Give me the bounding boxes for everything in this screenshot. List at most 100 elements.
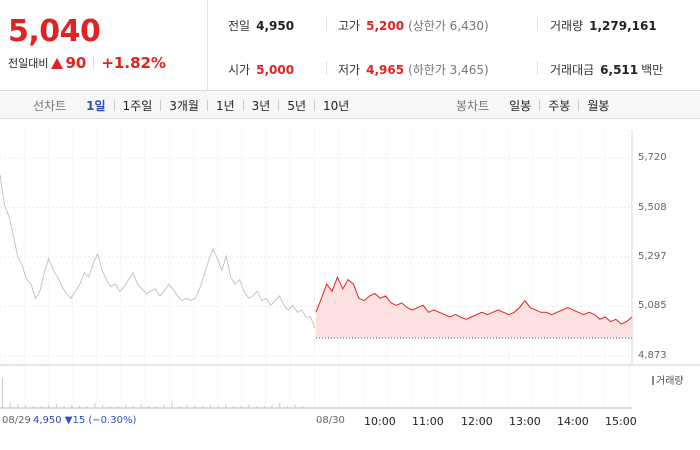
volume-bar (286, 406, 288, 408)
stat-value: 4,965 (366, 63, 405, 77)
upper-limit: (상한가 6,430) (408, 19, 489, 33)
tab-1y[interactable]: 1년 (215, 99, 235, 113)
divider (113, 100, 115, 111)
tab-1d[interactable]: 1일 (86, 99, 106, 113)
volume-bar (248, 405, 250, 408)
x-date-today: 08/30 (316, 415, 345, 426)
stat-label: 시가 (228, 63, 251, 77)
tab-daily[interactable]: 일봉 (509, 99, 532, 113)
volume-bar (156, 406, 157, 408)
x-date-prev: 08/29 (2, 415, 31, 426)
divider (206, 100, 208, 111)
stat-label: 저가 (338, 63, 361, 77)
volume-bar (86, 406, 88, 408)
stat-value: 5,200 (366, 19, 405, 33)
line-chart-tabs: 선차트 1일 1주일 3개월 1년 3년 5년 10년 (33, 97, 357, 114)
lower-limit: (하한가 3,465) (408, 63, 489, 77)
volume-bar (9, 402, 11, 408)
prev-day-summary: 4,950 ▼15 (−0.30%) (33, 415, 137, 426)
volume-bar (171, 402, 173, 408)
volume-bar (40, 406, 42, 408)
volume-legend: 거래량 (652, 372, 684, 387)
stat-label: 전일 (228, 19, 251, 33)
volume-bar (233, 406, 234, 408)
volume-bar (209, 405, 211, 408)
volume-bar (148, 406, 150, 408)
volume-bar (71, 405, 73, 408)
volume-bar (48, 405, 50, 408)
change-percent: +1.82% (101, 54, 166, 72)
stat-high: 고가 5,200 (상한가 6,430) (338, 17, 489, 34)
divider (537, 61, 538, 75)
current-price-box: 5,040 전일대비 90 +1.82% (0, 0, 208, 91)
volume-bar (294, 405, 296, 408)
stat-volume: 거래량 1,279,161 (550, 17, 657, 34)
volume-bar (271, 405, 273, 408)
current-price: 5,040 (8, 14, 101, 49)
tab-1w[interactable]: 1주일 (122, 99, 153, 113)
stat-prev-close: 전일 4,950 (228, 17, 294, 34)
divider (326, 61, 327, 75)
divider (93, 56, 95, 70)
x-tick-label: 12:00 (461, 415, 493, 428)
tab-3y[interactable]: 3년 (251, 99, 271, 113)
candle-chart-tabs: 봉차트 일봉 주봉 월봉 (456, 97, 617, 114)
x-tick-label: 15:00 (605, 415, 637, 428)
divider (537, 17, 538, 31)
y-tick-label: 5,297 (638, 251, 667, 262)
tab-monthly[interactable]: 월봉 (587, 99, 610, 113)
volume-bars (2, 378, 304, 408)
change-row: 전일대비 90 +1.82% (8, 54, 166, 72)
divider (578, 100, 580, 111)
tab-10y[interactable]: 10년 (323, 99, 350, 113)
chart-grid (0, 130, 632, 408)
volume-bar (240, 406, 242, 408)
change-value: 90 (65, 54, 87, 72)
divider (314, 100, 316, 111)
tab-5y[interactable]: 5년 (287, 99, 307, 113)
volume-legend-label: 거래량 (656, 376, 684, 387)
volume-bar (217, 406, 219, 408)
x-tick-label: 13:00 (509, 415, 541, 428)
divider (278, 100, 280, 111)
stat-open: 시가 5,000 (228, 61, 294, 78)
volume-bar (179, 406, 181, 408)
volume-bar (125, 405, 127, 408)
today-price-area (316, 277, 632, 338)
volume-bar (25, 405, 27, 408)
y-tick-label: 5,720 (638, 152, 667, 163)
volume-bar (109, 406, 111, 408)
volume-legend-swatch (652, 376, 654, 385)
stat-amount: 거래대금 6,511 백만 (550, 61, 663, 78)
volume-bar (279, 403, 281, 408)
stat-label: 거래량 (550, 19, 584, 33)
y-tick-label: 4,873 (638, 350, 667, 361)
prev-day-price-line (0, 174, 316, 329)
chart-tab-bar: 선차트 1일 1주일 3개월 1년 3년 5년 10년 봉차트 일봉 주봉 월봉 (0, 91, 700, 119)
volume-bar (102, 405, 104, 408)
stat-value: 6,511 (600, 63, 639, 77)
candle-chart-title: 봉차트 (456, 99, 490, 113)
x-tick-label: 14:00 (557, 415, 589, 428)
today-price-line (315, 275, 633, 325)
volume-bar (94, 403, 96, 408)
volume-bar (202, 406, 204, 408)
stat-label: 고가 (338, 19, 361, 33)
volume-bar (117, 406, 119, 408)
x-tick-label: 11:00 (412, 415, 444, 428)
volume-bar (225, 404, 227, 408)
tab-weekly[interactable]: 주봉 (548, 99, 571, 113)
divider (326, 17, 327, 31)
tab-3m[interactable]: 3개월 (169, 99, 199, 113)
quote-header: 5,040 전일대비 90 +1.82% 전일 4,950 고가 5,200 (상한가… (0, 0, 700, 91)
stat-value: 1,279,161 (589, 19, 657, 33)
y-tick-label: 5,508 (638, 202, 667, 213)
divider (242, 100, 244, 111)
stat-value: 4,950 (256, 19, 295, 33)
stat-low: 저가 4,965 (하한가 3,465) (338, 61, 489, 78)
divider (160, 100, 162, 111)
volume-bar (186, 405, 188, 408)
volume-bar (17, 404, 19, 408)
divider (539, 100, 541, 111)
line-chart-title: 선차트 (33, 99, 67, 113)
